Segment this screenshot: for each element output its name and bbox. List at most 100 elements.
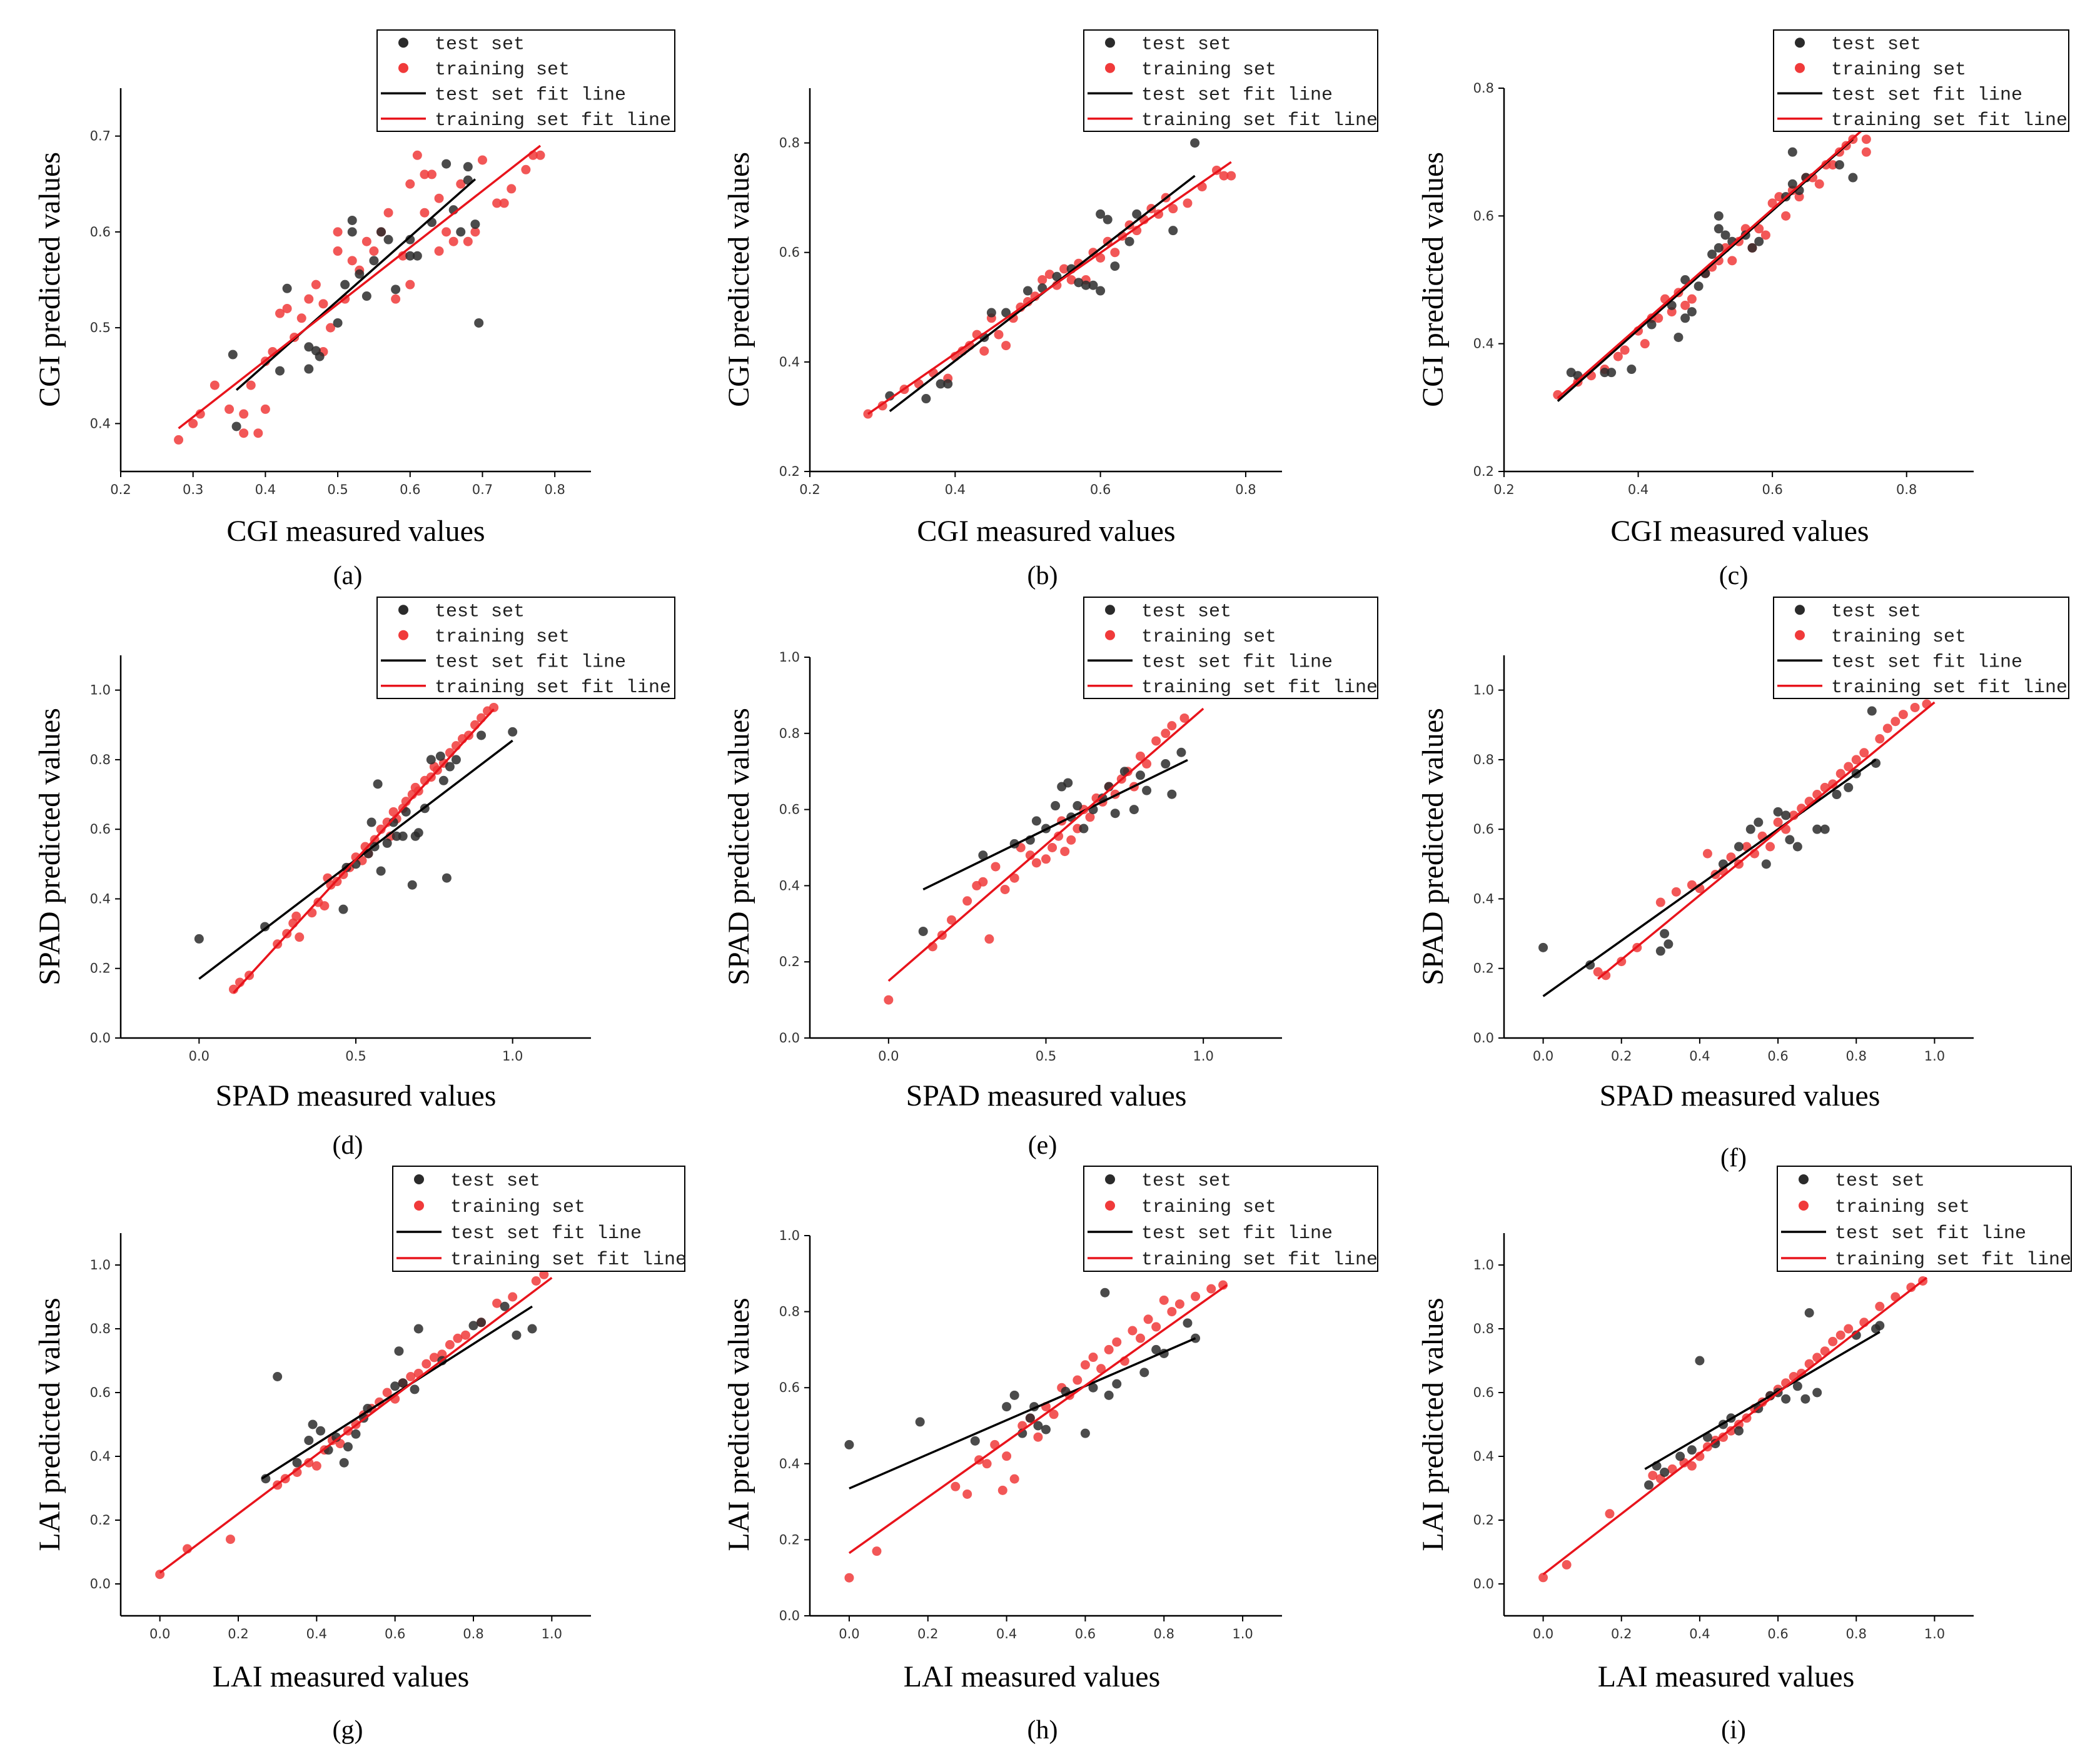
legend-label: test set fit line: [1831, 84, 2022, 106]
y-axis-label-h: LAI predicted values: [722, 1298, 755, 1551]
training-point: [463, 236, 473, 246]
test-point: [1754, 817, 1764, 827]
test-point: [1714, 224, 1724, 234]
test-point: [1714, 211, 1724, 221]
training-point: [947, 915, 956, 925]
training-point: [1859, 748, 1869, 758]
training-point: [382, 1388, 392, 1398]
test-point: [401, 807, 411, 817]
x-tick-label-h: 0.6: [1075, 1626, 1096, 1641]
legend-box: [392, 1166, 685, 1272]
y-tick-label-e: 1.0: [779, 650, 800, 665]
training-point: [507, 184, 517, 194]
x-tick-label-h: 0.8: [1154, 1626, 1174, 1641]
legend-training-marker: [398, 630, 408, 640]
y-tick-label-d: 0.4: [90, 891, 111, 906]
panel-e: 0.0 0.5 1.0 0.0 0.2 0.4 0.6 0.8 1.0 SPAD measure…: [722, 597, 1378, 1160]
y-tick-label-d: 0.2: [90, 961, 111, 976]
test-point: [1073, 801, 1083, 811]
y-tick-label-g: 0.6: [90, 1385, 111, 1400]
test-point: [1834, 160, 1844, 170]
y-tick-label-b: 0.6: [779, 245, 800, 260]
training-point: [225, 404, 235, 414]
training-point: [1562, 1560, 1572, 1570]
x-tick-label-f: 0.8: [1846, 1049, 1867, 1064]
x-tick-label-a: 0.6: [400, 482, 420, 497]
legend-label: test set: [1831, 601, 1921, 622]
x-tick-label-i: 0.8: [1846, 1626, 1867, 1641]
training-point: [1767, 198, 1777, 208]
x-tick-label-a: 0.3: [183, 482, 203, 497]
y-tick-label-c: 0.8: [1473, 81, 1494, 96]
training-point: [1781, 211, 1791, 221]
training-point: [453, 1333, 463, 1343]
test-point: [390, 1381, 400, 1391]
panel-label-b: (b): [1027, 562, 1058, 590]
training-point: [398, 251, 408, 261]
test-point: [1031, 816, 1041, 826]
training-point: [448, 236, 458, 246]
x-tick-label-c: 0.8: [1896, 482, 1917, 497]
test-point: [1832, 790, 1842, 800]
test-point: [936, 379, 946, 389]
training-point: [844, 1573, 854, 1583]
training-point: [260, 404, 270, 414]
test-point: [1176, 747, 1186, 757]
training-point: [477, 155, 487, 165]
training-point: [333, 227, 343, 237]
y-tick-label-g: 1.0: [90, 1257, 111, 1273]
training-fit-line: [848, 1284, 1228, 1555]
training-point: [1142, 759, 1152, 769]
training-point: [246, 380, 256, 390]
test-point: [1754, 236, 1764, 246]
test-point: [1100, 1288, 1110, 1298]
plot-area-i: 0.0 0.2 0.4 0.6 0.8 1.0 0.0 0.2 0.4 0.6 0.8 1.0: [1473, 1233, 1974, 1641]
y-tick-label-d: 0.8: [90, 752, 111, 767]
x-tick-label-i: 0.0: [1533, 1626, 1553, 1641]
x-tick-label-b: 0.8: [1235, 482, 1256, 497]
training-point: [962, 1489, 972, 1499]
test-point: [1136, 770, 1145, 780]
training-fit-line: [178, 144, 542, 430]
training-point: [304, 294, 314, 304]
training-point: [1059, 264, 1069, 274]
y-tick-label-f: 0.4: [1473, 891, 1494, 906]
test-point: [405, 234, 415, 244]
test-point: [1687, 1445, 1697, 1455]
x-axis-label-b: CGI measured values: [917, 515, 1175, 548]
test-point: [1183, 1318, 1193, 1328]
training-fit-line: [159, 1277, 553, 1574]
x-tick-label-d: 0.0: [189, 1049, 210, 1064]
training-point: [1060, 847, 1070, 857]
test-point: [1875, 1321, 1885, 1331]
y-axis-label-g: LAI predicted values: [33, 1298, 66, 1551]
training-point: [1906, 1283, 1916, 1293]
panel-f: 0.0 0.2 0.4 0.6 0.8 1.0 0.0 0.2 0.4 0.6 0.8 1.0 SPA…: [1416, 597, 2069, 1172]
x-axis-label-h: LAI measured values: [904, 1660, 1161, 1693]
training-point: [1066, 275, 1076, 285]
x-axis-label-e: SPAD measured values: [906, 1079, 1187, 1112]
legend-label: training set: [1141, 627, 1276, 648]
test-point: [1785, 835, 1795, 845]
legend-box: [1083, 29, 1378, 132]
test-point: [1538, 942, 1548, 952]
x-tick-label-b: 0.6: [1090, 482, 1111, 497]
training-point: [1687, 880, 1697, 890]
x-tick-label-e: 0.0: [878, 1049, 899, 1064]
legend-label: training set fit line: [1831, 110, 2067, 131]
test-point: [1714, 243, 1724, 253]
plot-area-f: 0.0 0.2 0.4 0.6 0.8 1.0 0.0 0.2 0.4 0.6 0.8 1.0: [1473, 655, 1974, 1064]
x-axis-label-f: SPAD measured values: [1600, 1079, 1880, 1112]
panel-g: 0.0 0.2 0.4 0.6 0.8 1.0 0.0 0.2 0.4 0.6 0.8 1.0 LAI…: [33, 1166, 687, 1745]
x-tick-label-a: 0.2: [110, 482, 131, 497]
legend-label: training set fit line: [1141, 110, 1378, 131]
test-point: [1080, 1428, 1090, 1438]
test-point: [351, 1429, 361, 1439]
x-tick-label-a: 0.5: [327, 482, 348, 497]
training-point: [1009, 1474, 1019, 1484]
training-point: [1726, 852, 1736, 862]
y-tick-label-e: 0.2: [779, 954, 800, 969]
legend-training-marker: [1795, 63, 1805, 73]
legend-label: test set fit line: [1831, 652, 2022, 673]
y-tick-label-f: 0.2: [1473, 961, 1494, 976]
